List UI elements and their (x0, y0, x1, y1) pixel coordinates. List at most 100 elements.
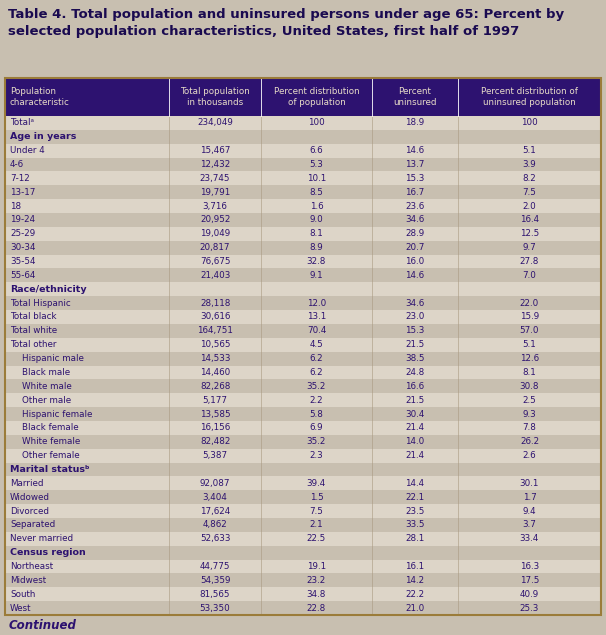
Text: 34.8: 34.8 (307, 590, 326, 599)
Text: 16.3: 16.3 (520, 562, 539, 571)
Text: 57.0: 57.0 (520, 326, 539, 335)
Text: 14.2: 14.2 (405, 576, 424, 585)
Text: 12.0: 12.0 (307, 298, 326, 307)
Text: 24.8: 24.8 (405, 368, 424, 377)
Text: 20,952: 20,952 (200, 215, 230, 224)
Text: 8.5: 8.5 (310, 188, 324, 197)
Text: 55-64: 55-64 (10, 271, 35, 280)
Text: 33.4: 33.4 (520, 534, 539, 544)
Text: 21.4: 21.4 (405, 451, 424, 460)
Text: 22.5: 22.5 (307, 534, 326, 544)
Text: 4,862: 4,862 (203, 521, 227, 530)
Text: 7.8: 7.8 (522, 424, 536, 432)
Text: 164,751: 164,751 (197, 326, 233, 335)
Text: Divorced: Divorced (10, 507, 49, 516)
Text: 13.7: 13.7 (405, 160, 424, 169)
Text: Northeast: Northeast (10, 562, 53, 571)
Text: 22.0: 22.0 (520, 298, 539, 307)
Bar (5, 241, 601, 255)
Text: 54,359: 54,359 (200, 576, 230, 585)
Text: 30.1: 30.1 (520, 479, 539, 488)
Text: 21.0: 21.0 (405, 604, 424, 613)
Text: Percent distribution
of population: Percent distribution of population (273, 87, 359, 107)
Bar (5, 144, 601, 157)
Text: 38.5: 38.5 (405, 354, 424, 363)
Text: 8.2: 8.2 (522, 174, 536, 183)
Text: Population
characteristic: Population characteristic (10, 87, 70, 107)
Bar (5, 449, 601, 462)
Text: 7.5: 7.5 (310, 507, 324, 516)
Text: White male: White male (22, 382, 72, 391)
Text: 82,482: 82,482 (200, 438, 230, 446)
Bar (5, 476, 601, 490)
Text: 5,387: 5,387 (202, 451, 228, 460)
Text: 1.5: 1.5 (310, 493, 323, 502)
Text: 10,565: 10,565 (200, 340, 230, 349)
Text: 2.5: 2.5 (522, 396, 536, 404)
Text: Black male: Black male (22, 368, 70, 377)
Text: 13,585: 13,585 (200, 410, 230, 418)
Bar (5, 199, 601, 213)
Bar (5, 324, 601, 338)
Text: 9.3: 9.3 (522, 410, 536, 418)
Text: 23.6: 23.6 (405, 201, 424, 211)
Text: 3.9: 3.9 (522, 160, 536, 169)
Text: 14.6: 14.6 (405, 271, 424, 280)
Text: 53,350: 53,350 (200, 604, 230, 613)
Text: 100: 100 (308, 119, 325, 128)
Text: 25.3: 25.3 (520, 604, 539, 613)
Text: 15,467: 15,467 (200, 146, 230, 155)
Text: 2.0: 2.0 (522, 201, 536, 211)
Text: 19-24: 19-24 (10, 215, 35, 224)
Text: 10.1: 10.1 (307, 174, 326, 183)
Text: 32.8: 32.8 (307, 257, 326, 266)
Text: 15.3: 15.3 (405, 174, 424, 183)
Text: 17,624: 17,624 (200, 507, 230, 516)
Text: 16.4: 16.4 (520, 215, 539, 224)
Text: 23.5: 23.5 (405, 507, 424, 516)
Text: 6.6: 6.6 (310, 146, 323, 155)
Text: 23.0: 23.0 (405, 312, 424, 321)
Text: 30.8: 30.8 (520, 382, 539, 391)
Text: 2.6: 2.6 (522, 451, 536, 460)
Text: 15.9: 15.9 (520, 312, 539, 321)
Bar (5, 171, 601, 185)
Bar (5, 532, 601, 545)
Text: Total Hispanic: Total Hispanic (10, 298, 71, 307)
Text: 18.9: 18.9 (405, 119, 424, 128)
Text: 14.4: 14.4 (405, 479, 424, 488)
Bar (5, 78, 601, 615)
Text: 82,268: 82,268 (200, 382, 230, 391)
Text: 92,087: 92,087 (200, 479, 230, 488)
Bar (5, 559, 601, 573)
Text: Table 4. Total population and uninsured persons under age 65: Percent by
selecte: Table 4. Total population and uninsured … (8, 8, 564, 37)
Text: 6.9: 6.9 (310, 424, 323, 432)
Bar (5, 462, 601, 476)
Text: 8.1: 8.1 (310, 229, 323, 238)
Text: 8.1: 8.1 (522, 368, 536, 377)
Text: 44,775: 44,775 (200, 562, 230, 571)
Text: 22.2: 22.2 (405, 590, 424, 599)
Text: 16.6: 16.6 (405, 382, 424, 391)
Text: 14.0: 14.0 (405, 438, 424, 446)
Text: 28.1: 28.1 (405, 534, 424, 544)
Text: 34.6: 34.6 (405, 298, 424, 307)
Bar (5, 352, 601, 366)
Text: 234,049: 234,049 (197, 119, 233, 128)
Text: 23.2: 23.2 (307, 576, 326, 585)
Text: 14,533: 14,533 (200, 354, 230, 363)
Text: 12.6: 12.6 (520, 354, 539, 363)
Text: Hispanic male: Hispanic male (22, 354, 84, 363)
Text: 16,156: 16,156 (200, 424, 230, 432)
Text: Totalᵃ: Totalᵃ (10, 119, 34, 128)
Bar (5, 573, 601, 587)
Text: 2.2: 2.2 (310, 396, 323, 404)
Text: 35-54: 35-54 (10, 257, 36, 266)
Text: 5.1: 5.1 (522, 340, 536, 349)
Text: 1.6: 1.6 (310, 201, 323, 211)
Text: South: South (10, 590, 35, 599)
Bar (5, 601, 601, 615)
Text: 12.5: 12.5 (520, 229, 539, 238)
Text: 30,616: 30,616 (200, 312, 230, 321)
Text: 21,403: 21,403 (200, 271, 230, 280)
